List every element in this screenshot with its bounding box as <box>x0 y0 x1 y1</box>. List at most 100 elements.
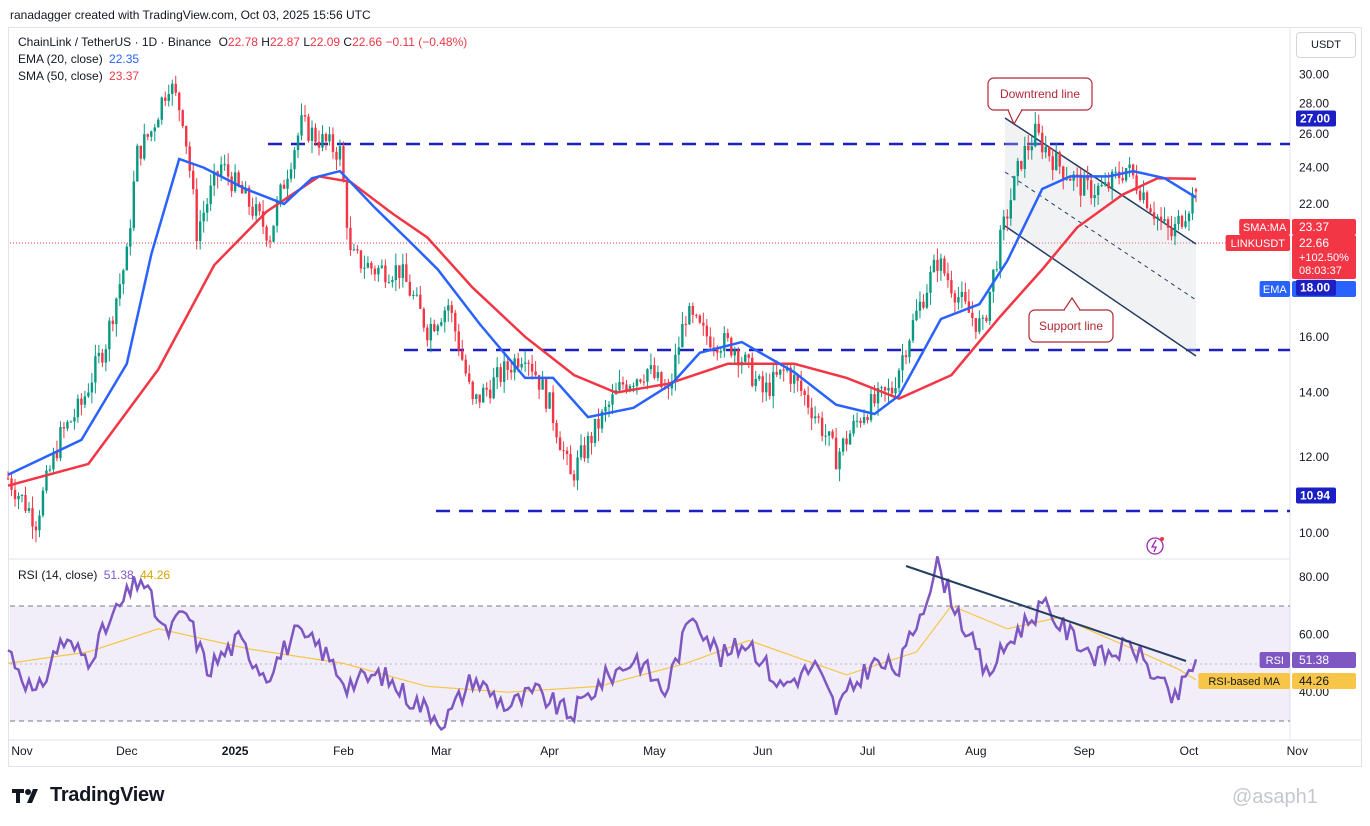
price-tick-label-6: 22.00 <box>1299 197 1329 211</box>
candle-body <box>380 265 384 268</box>
downtrend-callout[interactable]: Downtrend line <box>987 77 1093 126</box>
candle-body <box>778 369 782 375</box>
candle-body <box>167 94 170 101</box>
candle-body <box>754 378 757 387</box>
candle-body <box>911 320 915 341</box>
candle-body <box>363 267 366 269</box>
candle-body <box>702 322 705 326</box>
channel-midline <box>1004 171 1197 301</box>
rsi-downtrend-line[interactable] <box>905 565 1187 662</box>
candle-body <box>457 331 460 351</box>
currency-selector[interactable]: USDT <box>1296 32 1356 58</box>
candle-body <box>862 416 866 424</box>
rsi-line[interactable] <box>7 556 1198 732</box>
candle-body <box>765 382 768 393</box>
candle-body <box>1096 185 1100 196</box>
candle-body <box>226 164 230 177</box>
candle-body <box>1194 189 1198 192</box>
last-price-badge-value-bg <box>1292 235 1356 279</box>
candle-body <box>1107 182 1110 189</box>
candle-body <box>709 336 712 348</box>
candle-body <box>1191 193 1194 214</box>
candle-body <box>502 361 506 382</box>
candle-body <box>925 292 929 308</box>
candle-body <box>551 392 555 423</box>
candle-body <box>415 294 419 296</box>
candle-body <box>237 172 240 185</box>
candle-body <box>929 271 932 293</box>
time-tick-label-7: Jun <box>753 744 772 758</box>
candle-body <box>890 387 894 394</box>
candle-body <box>115 298 118 325</box>
sma-legend[interactable]: SMA (50, close) 23.37 <box>18 69 139 83</box>
candle-body <box>1149 208 1152 213</box>
candle-body <box>726 333 729 338</box>
ohlc-high-label: H <box>261 35 270 49</box>
tradingview-logo[interactable]: TradingView <box>12 784 164 807</box>
candle-body <box>737 349 740 366</box>
ema-20-line[interactable] <box>7 157 1197 476</box>
candle-body <box>904 355 908 358</box>
rsi-ma-badge-label-bg <box>1198 673 1290 689</box>
candle-body <box>964 291 967 302</box>
candle-body <box>13 489 17 500</box>
candle-body <box>300 115 303 136</box>
sma-50-line[interactable] <box>7 175 1197 487</box>
candle-body <box>178 92 181 111</box>
candle-body <box>820 417 824 437</box>
candle-body <box>1006 216 1009 219</box>
support-line[interactable] <box>1004 225 1197 357</box>
candle-body <box>716 347 719 353</box>
symbol-legend[interactable]: ChainLink / TetherUS · 1D · Binance O22.… <box>18 35 467 49</box>
candle-body <box>282 184 286 189</box>
candle-body <box>516 358 520 368</box>
candle-body <box>101 352 104 363</box>
candle-body <box>1079 174 1082 196</box>
candle-body <box>198 221 202 242</box>
time-axis[interactable]: Nov Dec 2025 Feb Mar Apr May Jun Jul Aug Sep Oct Nov <box>11 744 1308 758</box>
price-change: −0.11 (−0.48%) <box>385 35 468 49</box>
candle-body <box>391 279 394 283</box>
candle-body <box>45 470 48 491</box>
candle-body <box>943 258 946 274</box>
candle-body <box>17 495 20 500</box>
alert-icon[interactable] <box>1146 537 1164 555</box>
price-badges: SMA:MA 23.37 LINKUSDT 22.66 +102.50%08:03:37… <box>1198 110 1356 689</box>
candle-body <box>136 145 139 182</box>
price-axis[interactable]: 10.0012.0014.0016.0018.0020.0022.0024.00… <box>1299 68 1329 541</box>
candle-body <box>1128 164 1131 169</box>
rsi-legend[interactable]: RSI (14, close) 51.38 44.26 <box>18 568 170 582</box>
candle-body <box>296 135 300 151</box>
candle-body <box>799 380 803 391</box>
candle-body <box>523 362 527 364</box>
support-callout[interactable]: Support line <box>1028 296 1114 343</box>
candle-body <box>792 374 796 384</box>
candle-body <box>817 416 820 418</box>
candle-body <box>866 416 869 421</box>
candle-body <box>185 125 188 147</box>
candle-body <box>1089 180 1093 199</box>
candle-body <box>604 406 607 412</box>
ema-legend-label: EMA (20, close) <box>18 52 103 66</box>
candle-body <box>824 435 827 437</box>
candle-body <box>834 437 838 470</box>
candle-body <box>468 373 471 382</box>
candle-body <box>509 369 513 373</box>
candle-body <box>118 284 122 299</box>
ema-legend[interactable]: EMA (20, close) 22.35 <box>18 52 139 66</box>
sma-legend-label: SMA (50, close) <box>18 69 103 83</box>
candle-body <box>876 388 880 404</box>
candle-body <box>80 398 83 405</box>
level-badge-bg-0 <box>1296 110 1336 127</box>
candle-body <box>782 369 785 371</box>
chart-header: ranadagger created with TradingView.com,… <box>10 8 371 22</box>
candle-body <box>1110 171 1114 189</box>
sma-badge-label-bg <box>1239 219 1290 235</box>
candle-body <box>548 392 551 409</box>
candle-body <box>869 394 873 421</box>
candle-body <box>373 268 377 275</box>
candle-body <box>394 265 398 280</box>
ohlc-close-value: 22.66 <box>352 35 383 49</box>
candle-body <box>1135 175 1138 191</box>
